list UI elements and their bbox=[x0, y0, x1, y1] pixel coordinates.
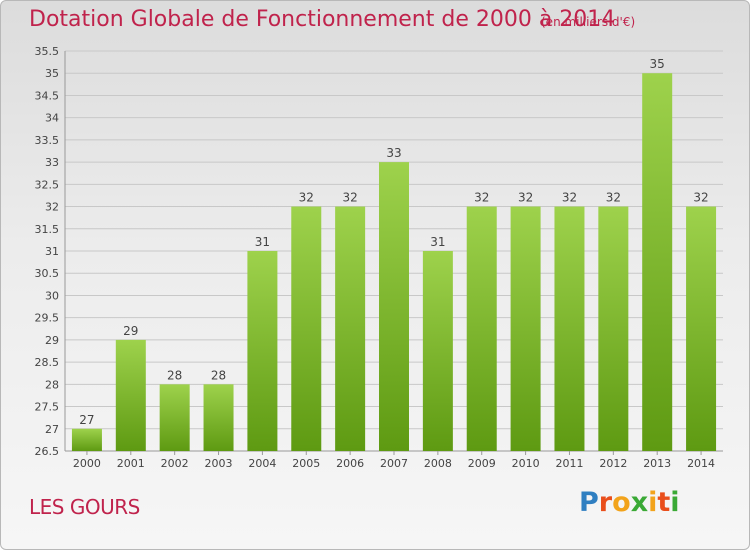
x-tick-label: 2004 bbox=[248, 457, 276, 470]
bar bbox=[335, 206, 366, 451]
bar bbox=[510, 206, 541, 451]
bar bbox=[554, 206, 585, 451]
bar bbox=[247, 251, 278, 451]
y-tick-label: 29 bbox=[45, 334, 59, 347]
y-tick-label: 32 bbox=[45, 201, 59, 214]
y-tick-label: 33 bbox=[45, 156, 59, 169]
x-tick-label: 2000 bbox=[73, 457, 101, 470]
data-label: 32 bbox=[518, 191, 533, 205]
logo-letter: i bbox=[648, 487, 658, 518]
x-tick-label: 2008 bbox=[424, 457, 452, 470]
data-label: 32 bbox=[474, 191, 489, 205]
chart-unit: (en milliers d'€) bbox=[541, 15, 636, 29]
y-tick-label: 30.5 bbox=[35, 267, 60, 280]
chart-title: Dotation Globale de Fonctionnement de 20… bbox=[29, 7, 616, 32]
y-tick-label: 35.5 bbox=[35, 45, 60, 58]
bar bbox=[71, 428, 102, 451]
data-label: 32 bbox=[693, 191, 708, 205]
y-tick-label: 33.5 bbox=[35, 134, 60, 147]
y-tick-label: 26.5 bbox=[35, 445, 60, 458]
data-label: 33 bbox=[386, 146, 401, 160]
x-tick-label: 2002 bbox=[161, 457, 189, 470]
x-tick-label: 2001 bbox=[117, 457, 145, 470]
bar bbox=[422, 251, 453, 451]
bar bbox=[686, 206, 717, 451]
x-tick-label: 2012 bbox=[599, 457, 627, 470]
bar bbox=[379, 162, 409, 451]
data-label: 27 bbox=[79, 413, 94, 427]
x-tick-label: 2013 bbox=[643, 457, 671, 470]
bars bbox=[71, 73, 717, 451]
y-tick-label: 32.5 bbox=[35, 178, 60, 191]
data-label: 32 bbox=[606, 191, 621, 205]
y-tick-label: 35 bbox=[45, 67, 59, 80]
y-tick-label: 34 bbox=[45, 112, 59, 125]
data-label: 28 bbox=[167, 368, 182, 382]
data-label: 35 bbox=[650, 57, 665, 71]
data-label: 29 bbox=[123, 324, 138, 338]
y-tick-label: 27 bbox=[45, 423, 59, 436]
bar bbox=[642, 73, 673, 451]
logo-letter: P bbox=[579, 487, 599, 518]
data-label: 31 bbox=[255, 235, 270, 249]
x-tick-label: 2003 bbox=[205, 457, 233, 470]
y-tick-label: 31 bbox=[45, 245, 59, 258]
y-tick-label: 30 bbox=[45, 289, 59, 302]
bar bbox=[203, 384, 234, 451]
y-tick-label: 31.5 bbox=[35, 223, 60, 236]
data-label: 32 bbox=[562, 191, 577, 205]
x-tick-label: 2011 bbox=[555, 457, 583, 470]
logo-letter: r bbox=[598, 487, 613, 518]
commune-name: LES GOURS bbox=[29, 495, 140, 519]
bar bbox=[598, 206, 629, 451]
data-label: 32 bbox=[299, 191, 314, 205]
y-tick-label: 27.5 bbox=[35, 401, 60, 414]
bar bbox=[115, 339, 146, 451]
logo-letter: t bbox=[657, 487, 671, 518]
y-tick-label: 28.5 bbox=[35, 356, 60, 369]
y-tick-label: 29.5 bbox=[35, 312, 60, 325]
bar bbox=[466, 206, 497, 451]
x-tick-label: 2006 bbox=[336, 457, 364, 470]
data-label: 32 bbox=[342, 191, 357, 205]
x-tick-label: 2010 bbox=[512, 457, 540, 470]
data-label: 28 bbox=[211, 368, 226, 382]
labels: 26.5 27 27.5 28 28.5 29 29.5 30 30.5 31 31.5 32 32.5… bbox=[35, 45, 716, 470]
bar bbox=[159, 384, 190, 451]
y-tick-label: 34.5 bbox=[35, 89, 60, 102]
proxiti-logo: Proxiti bbox=[579, 487, 680, 518]
y-tick-label: 28 bbox=[45, 378, 59, 391]
logo-letter: o bbox=[612, 487, 631, 518]
logo-letter: i bbox=[670, 487, 680, 518]
bar bbox=[291, 206, 322, 451]
x-tick-label: 2014 bbox=[687, 457, 715, 470]
x-tick-label: 2009 bbox=[468, 457, 496, 470]
data-label: 31 bbox=[430, 235, 445, 249]
logo-letter: x bbox=[630, 487, 649, 518]
x-tick-label: 2007 bbox=[380, 457, 408, 470]
x-tick-label: 2005 bbox=[292, 457, 320, 470]
